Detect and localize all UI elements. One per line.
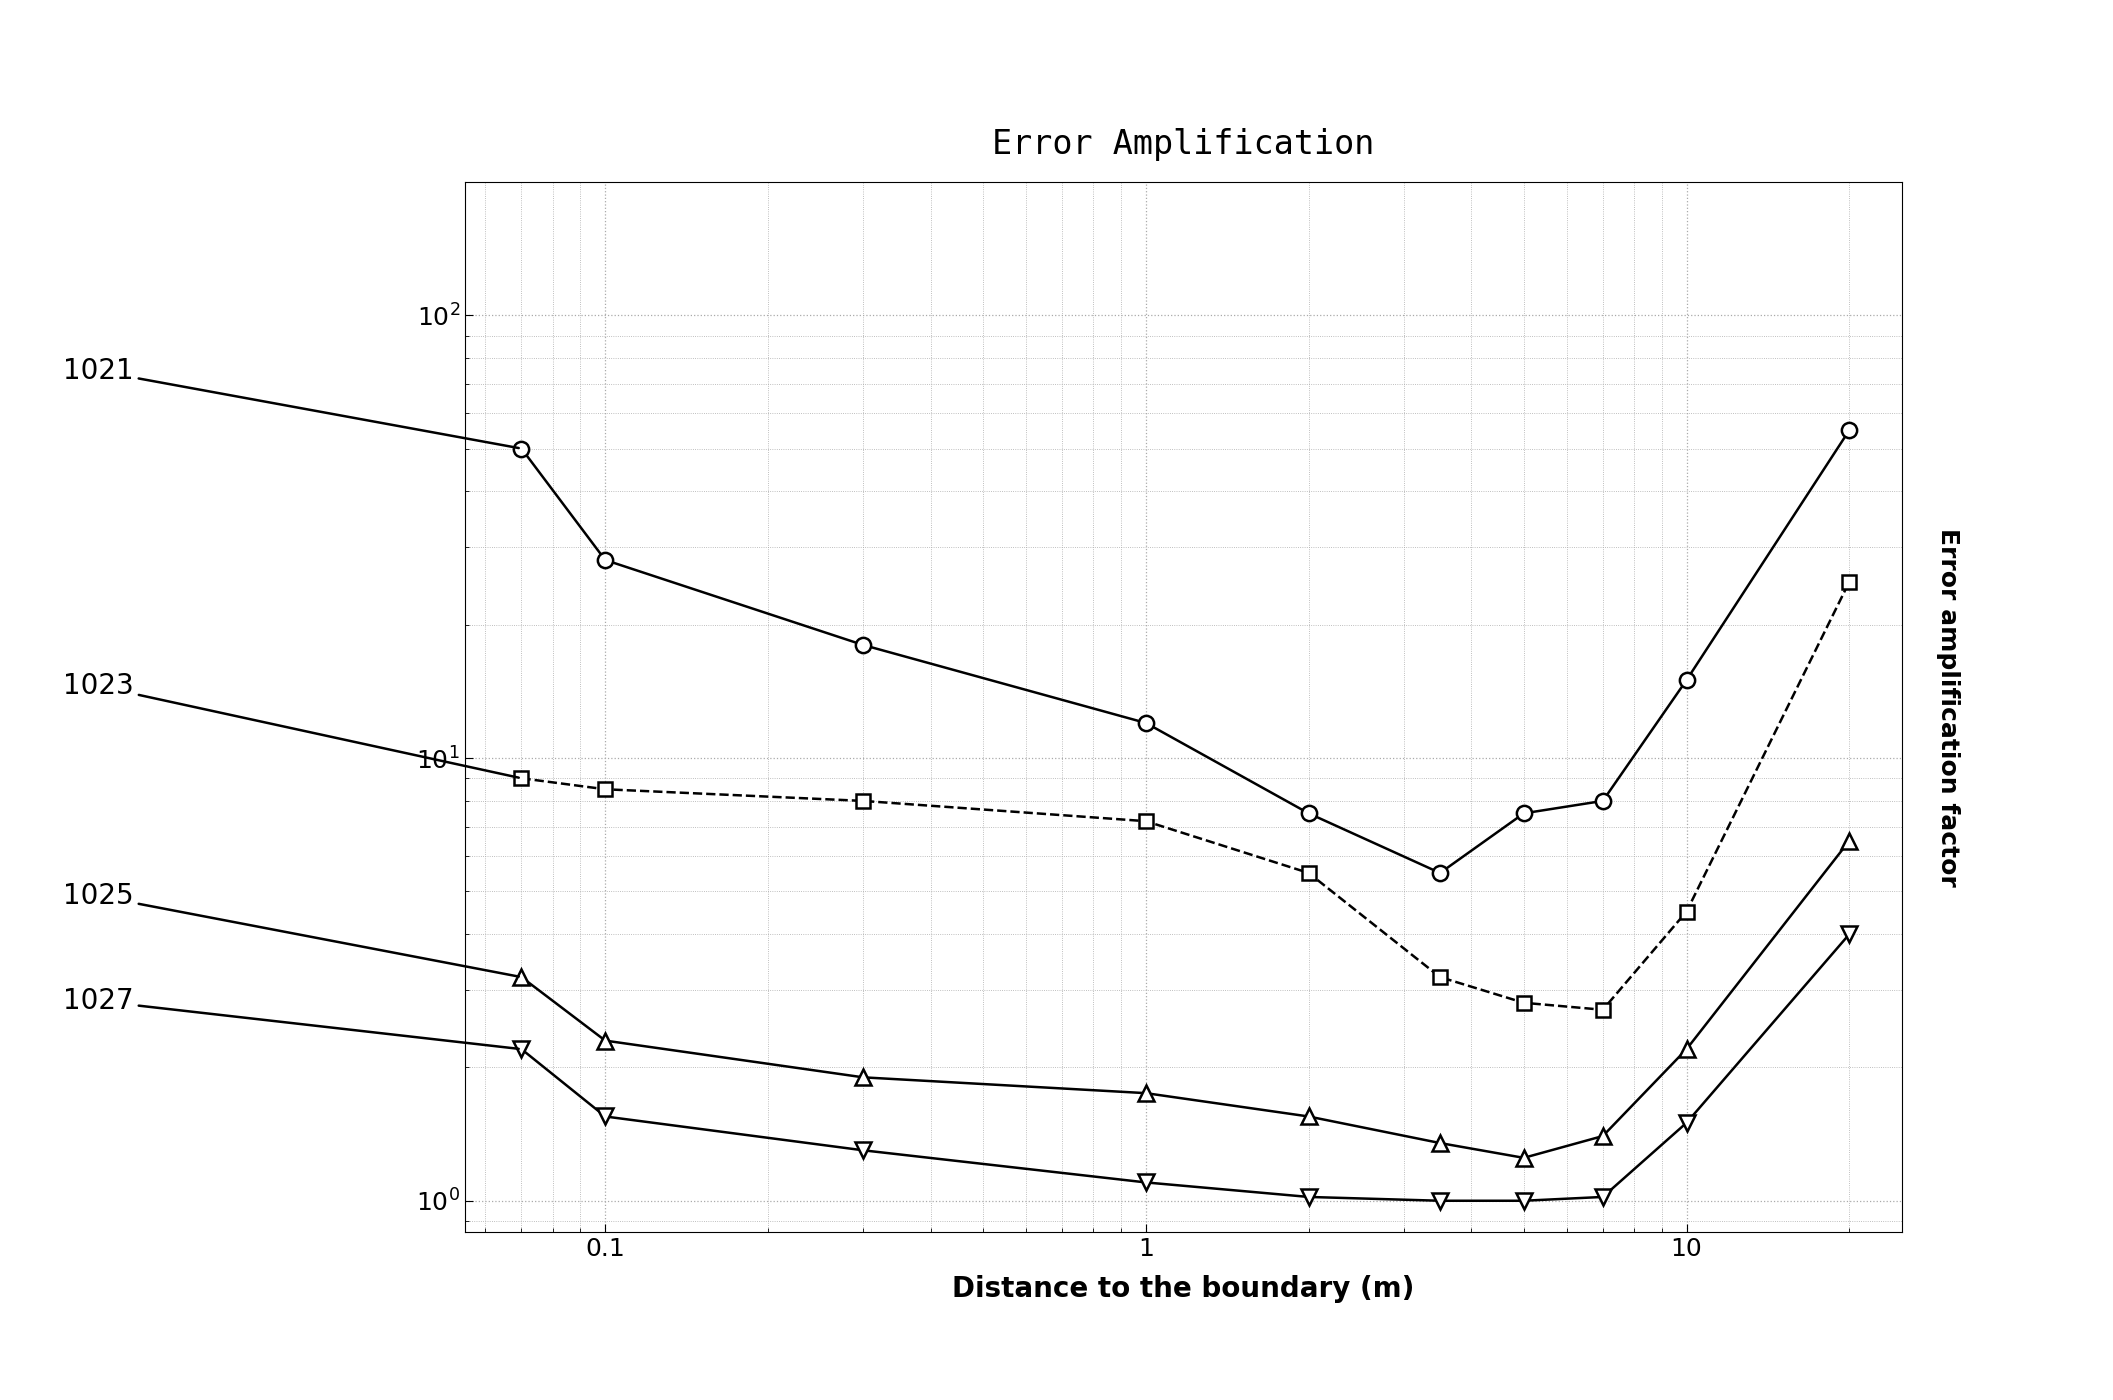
X-axis label: Distance to the boundary (m): Distance to the boundary (m): [953, 1275, 1414, 1303]
Title: Error Amplification: Error Amplification: [993, 129, 1373, 161]
Y-axis label: Error amplification factor: Error amplification factor: [1936, 528, 1961, 886]
Text: 1025: 1025: [63, 882, 520, 977]
Text: 1023: 1023: [63, 672, 520, 777]
Text: 1027: 1027: [63, 987, 518, 1049]
Text: 1021: 1021: [63, 357, 520, 448]
